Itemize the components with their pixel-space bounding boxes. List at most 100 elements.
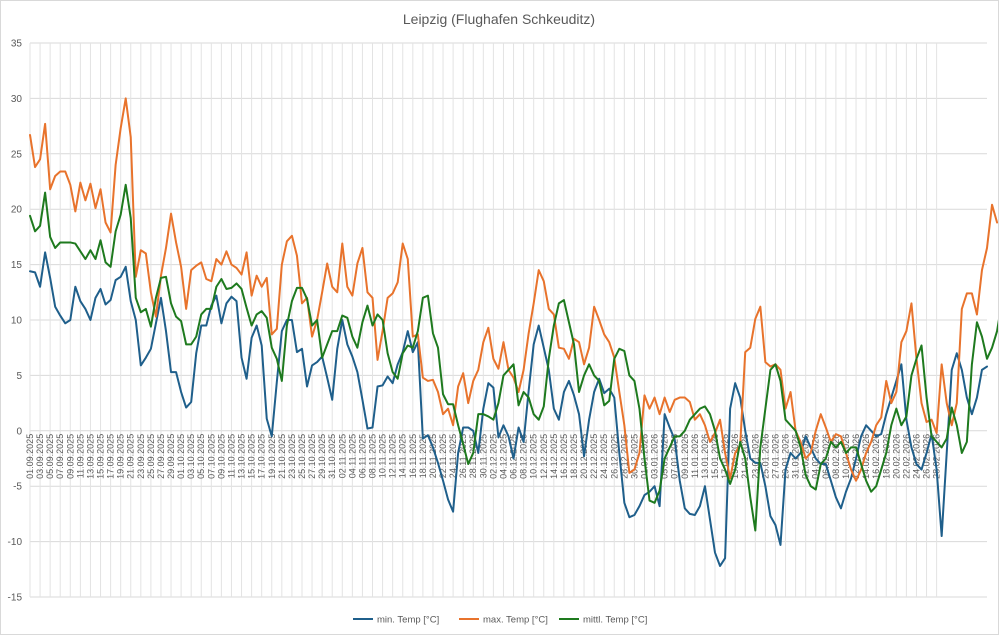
series-line-1 <box>29 251 988 567</box>
x-tick-label: 03.10.2025 <box>186 434 196 479</box>
x-tick-label: 21.09.2025 <box>126 434 136 479</box>
x-tick-label: 25.01.2026 <box>760 434 770 479</box>
legend-label: mittl. Temp [°C] <box>583 615 647 626</box>
x-tick-label: 28.12.2025 <box>619 434 629 479</box>
x-tick-label: 24.11.2025 <box>448 434 458 478</box>
x-tick-label: 22.11.2025 <box>438 434 448 478</box>
x-tick-label: 07.10.2025 <box>206 434 216 479</box>
y-tick-label: 35 <box>11 39 23 50</box>
x-tick-label: 11.09.2025 <box>75 434 85 478</box>
grid-lines <box>29 42 987 598</box>
x-tick-label: 02.12.2025 <box>488 434 498 479</box>
x-tick-label: 18.11.2025 <box>418 434 428 478</box>
x-tick-label: 02.11.2025 <box>337 434 347 478</box>
x-tick-label: 25.09.2025 <box>146 434 156 479</box>
y-tick-label: -15 <box>8 593 23 604</box>
x-tick-label: 11.01.2026 <box>690 434 700 478</box>
y-tick-label: 5 <box>16 371 22 382</box>
x-tick-label: 28.11.2025 <box>468 434 478 478</box>
x-tick-label: 26.12.2025 <box>609 434 619 479</box>
legend-label: max. Temp [°C] <box>483 615 548 626</box>
x-tick-label: 19.09.2025 <box>116 434 126 479</box>
x-tick-label: 20.02.2026 <box>891 434 901 479</box>
x-tick-label: 29.01.2026 <box>781 434 791 479</box>
x-tick-label: 15.10.2025 <box>247 434 257 479</box>
x-tick-label: 04.11.2025 <box>347 434 357 478</box>
y-tick-label: -5 <box>13 482 22 493</box>
x-tick-label: 05.09.2025 <box>45 434 55 479</box>
x-tick-label: 31.01.2026 <box>791 434 801 479</box>
x-tick-label: 08.11.2025 <box>368 434 378 478</box>
x-tick-label: 08.12.2025 <box>519 434 529 479</box>
x-tick-label: 19.10.2025 <box>267 434 277 479</box>
y-axis-ticks: 35 30 25 20 15 10 5 0 -5 -10 -15 <box>8 39 23 604</box>
y-tick-label: -10 <box>8 537 23 548</box>
chart-title: Leipzig (Flughafen Schkeuditz) <box>403 11 595 27</box>
y-tick-label: 30 <box>11 94 23 105</box>
x-tick-label: 27.01.2026 <box>770 434 780 479</box>
x-tick-label: 18.12.2025 <box>569 434 579 479</box>
x-tick-label: 26.11.2025 <box>458 434 468 478</box>
x-tick-label: 20.11.2025 <box>428 434 438 478</box>
x-tick-label: 29.10.2025 <box>317 434 327 479</box>
y-tick-label: 20 <box>11 205 23 216</box>
x-tick-label: 25.10.2025 <box>297 434 307 479</box>
x-tick-label: 11.10.2025 <box>226 434 236 478</box>
x-tick-label: 27.10.2025 <box>307 434 317 479</box>
x-tick-label: 12.12.2025 <box>539 434 549 479</box>
x-tick-label: 09.10.2025 <box>216 434 226 479</box>
x-tick-label: 09.01.2026 <box>680 434 690 479</box>
x-tick-label: 17.10.2025 <box>257 434 267 479</box>
x-tick-label: 04.12.2025 <box>498 434 508 479</box>
x-tick-label: 12.11.2025 <box>388 434 398 478</box>
x-tick-label: 10.11.2025 <box>378 434 388 478</box>
x-tick-label: 23.09.2025 <box>136 434 146 479</box>
x-tick-label: 03.01.2026 <box>650 434 660 479</box>
series-line-2 <box>29 97 999 482</box>
series-lines <box>29 97 999 567</box>
x-tick-label: 21.10.2025 <box>277 434 287 479</box>
x-tick-label: 07.01.2026 <box>670 434 680 479</box>
x-tick-label: 27.09.2025 <box>156 434 166 479</box>
x-tick-label: 22.02.2026 <box>901 434 911 479</box>
x-tick-label: 09.09.2025 <box>65 434 75 479</box>
x-tick-label: 30.12.2025 <box>629 434 639 479</box>
x-tick-label: 16.02.2026 <box>871 434 881 479</box>
x-tick-label: 31.10.2025 <box>327 434 337 479</box>
legend: min. Temp [°C] max. Temp [°C] mittl. Temp … <box>353 615 647 626</box>
x-tick-label: 01.09.2025 <box>25 434 35 479</box>
x-tick-label: 13.01.2026 <box>700 434 710 479</box>
y-tick-label: 0 <box>16 426 22 437</box>
x-tick-label: 05.10.2025 <box>196 434 206 479</box>
x-tick-label: 14.11.2025 <box>398 434 408 478</box>
x-tick-label: 10.12.2025 <box>529 434 539 479</box>
x-tick-label: 06.11.2025 <box>357 434 367 478</box>
x-tick-label: 29.09.2025 <box>166 434 176 479</box>
y-tick-label: 10 <box>11 316 23 327</box>
legend-label: min. Temp [°C] <box>377 615 439 626</box>
series-line-3 <box>29 183 999 532</box>
y-tick-label: 15 <box>11 260 23 271</box>
x-tick-label: 01.10.2025 <box>176 434 186 479</box>
x-tick-label: 23.10.2025 <box>287 434 297 479</box>
x-tick-label: 23.01.2026 <box>750 434 760 479</box>
x-tick-label: 15.09.2025 <box>96 434 106 479</box>
x-tick-label: 22.12.2025 <box>589 434 599 479</box>
x-tick-label: 17.09.2025 <box>106 434 116 479</box>
x-tick-label: 28.02.2026 <box>932 434 942 479</box>
x-tick-label: 24.12.2025 <box>599 434 609 479</box>
x-tick-label: 14.12.2025 <box>549 434 559 479</box>
x-tick-label: 08.02.2026 <box>831 434 841 479</box>
x-tick-label: 15.01.2026 <box>710 434 720 479</box>
x-tick-label: 07.09.2025 <box>55 434 65 479</box>
x-tick-label: 13.10.2025 <box>237 434 247 479</box>
x-tick-label: 03.09.2025 <box>35 434 45 479</box>
x-tick-label: 16.11.2025 <box>408 434 418 478</box>
y-tick-label: 25 <box>11 149 23 160</box>
x-tick-label: 24.02.2026 <box>911 434 921 479</box>
x-tick-label: 16.12.2025 <box>559 434 569 479</box>
x-tick-label: 13.09.2025 <box>85 434 95 479</box>
x-tick-label: 30.11.2025 <box>478 434 488 478</box>
